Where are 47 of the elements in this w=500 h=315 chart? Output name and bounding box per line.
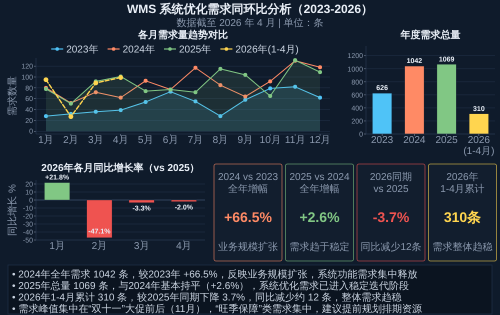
x-tick-label: 2026 (1-4月): [463, 135, 494, 157]
x-tick-label: 2月: [63, 135, 79, 146]
text: 需求趋于稳定: [290, 241, 350, 253]
x-tick-label: 2023: [371, 135, 394, 146]
x-tick-label: 12月: [309, 135, 331, 146]
text: • 2024年全年需求 1042 条，较2023年 +66.5%，反映业务规模扩张，系统功能需求集中释放: [12, 268, 418, 280]
legend-label: 2024年: [122, 44, 155, 56]
chart-title: 年度需求总量: [400, 29, 460, 41]
text: WMS 系统优化需求同环比分析（2023-2026）: [126, 2, 374, 16]
x-tick-label: 3月: [134, 241, 150, 252]
x-tick-label: 2024: [403, 135, 426, 146]
y-axis-title: 需求数量: [6, 76, 18, 116]
text: 2024 vs 2023 全年增幅: [218, 172, 278, 195]
legend-label: 2025年: [179, 44, 212, 56]
x-tick-label: 7月: [188, 135, 204, 146]
legend-label: 2026年(1-4月): [235, 44, 299, 56]
x-tick-label: 1月: [49, 241, 65, 252]
text: • 2026年1-4月累计 310 条，较2025年同期下降 3.7%，同比减少约 12 条，整体需求趋稳: [12, 292, 402, 304]
x-tick-label: 1月: [38, 135, 54, 146]
text: 2026同期 vs 2025: [370, 171, 412, 195]
x-tick-label: 11月: [284, 135, 306, 146]
x-tick-label: 4月: [176, 241, 192, 252]
x-tick-label: 2月: [92, 241, 108, 252]
x-tick-label: 6月: [162, 135, 178, 146]
text: 同比减少12条: [360, 241, 422, 253]
y-axis-title: 同比增长 %: [6, 184, 18, 236]
text: -3.7%: [372, 209, 410, 225]
x-tick-label: 4月: [112, 135, 128, 146]
x-tick-label: 2025: [436, 135, 458, 146]
x-tick-label: 5月: [138, 135, 154, 146]
x-tick-label: 3月: [88, 135, 104, 146]
text: +66.5%: [224, 209, 272, 225]
text: • 需求峰值集中在“双十一”大促前后（11月），“旺季保障”类需求集中，建议提前规划排期资源: [12, 303, 422, 315]
text: 310条: [444, 209, 482, 225]
chart-title: 各月需求量趋势对比: [137, 29, 228, 41]
text: 业务规模扩张: [218, 241, 278, 253]
text: 2026年 1-4月累计: [440, 171, 485, 195]
legend-label: 2023年: [66, 44, 98, 56]
x-tick-label: 10月: [260, 135, 281, 146]
x-tick-label: 9月: [238, 135, 254, 146]
chart-title: 2026年各月同比增长率（vs 2025）: [41, 162, 200, 174]
text: +2.6%: [299, 209, 340, 225]
text: 数据截至 2026 年 4 月 | 单位：条: [176, 17, 324, 29]
text: 2025 vs 2024 全年增幅: [289, 172, 350, 195]
x-tick-label: 8月: [212, 135, 228, 146]
text: 需求整体趋稳: [432, 241, 492, 253]
text: • 2025年总量 1069 条，与2024年基本持平（+2.6%），系统优化需求已进入稳定迭代阶段: [12, 280, 410, 292]
